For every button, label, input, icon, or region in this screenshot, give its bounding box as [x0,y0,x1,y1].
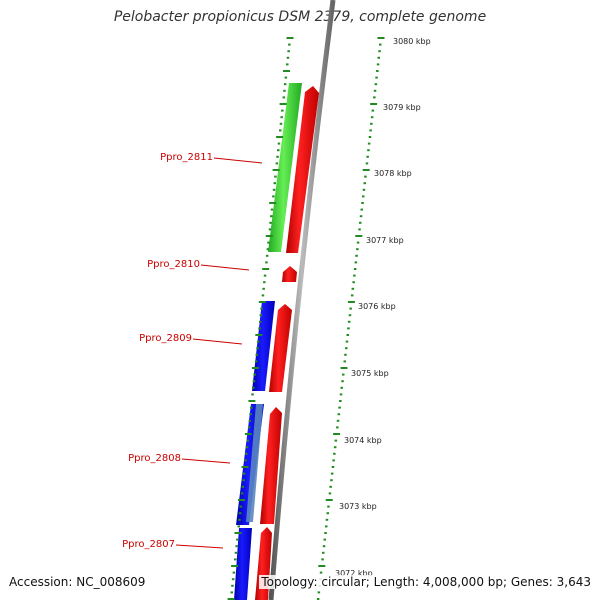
kbp-axis-labels: 3080 kbp 3079 kbp 3078 kbp 3077 kbp 3076… [335,37,431,578]
gene-ppro-2811-reverse [268,83,302,252]
kbp-label: 3074 kbp [344,436,382,445]
gene-labels: Ppro_2811 Ppro_2810 Ppro_2809 Ppro_2808 … [122,152,263,550]
kbp-label: 3078 kbp [374,169,412,178]
gene-ppro-2808-inner [246,404,263,522]
gene-ppro-2811-forward [286,86,319,253]
accession-text: Accession: NC_008609 [9,575,146,589]
kbp-label: 3079 kbp [383,103,421,112]
kbp-label: 3077 kbp [366,236,404,245]
kbp-label: 3073 kbp [339,502,377,511]
gene-ppro-2808-forward [260,407,282,524]
gene-label-ppro-2808: Ppro_2808 [128,453,181,464]
gene-ppro-2809-forward [269,304,292,392]
gene-ppro-2807-reverse [234,528,252,600]
kbp-label: 3080 kbp [393,37,431,46]
topology-text: Topology: circular; Length: 4,008,000 bp… [259,575,591,589]
reverse-strand-features [234,83,302,600]
kbp-label: 3072 kbp [335,569,373,578]
map-title: Pelobacter propionicus DSM 2379, complet… [113,9,487,25]
outer-tick-column [316,37,385,600]
inner-tick-column [227,37,294,600]
gene-label-ppro-2807: Ppro_2807 [122,539,175,550]
kbp-label: 3075 kbp [351,369,389,378]
gene-label-ppro-2809: Ppro_2809 [139,333,192,344]
kbp-label: 3076 kbp [358,302,396,311]
gene-ppro-2810-forward [282,266,297,282]
gene-label-ppro-2811: Ppro_2811 [160,152,213,163]
genome-backbone [268,0,336,600]
gene-label-ppro-2810: Ppro_2810 [147,259,200,270]
